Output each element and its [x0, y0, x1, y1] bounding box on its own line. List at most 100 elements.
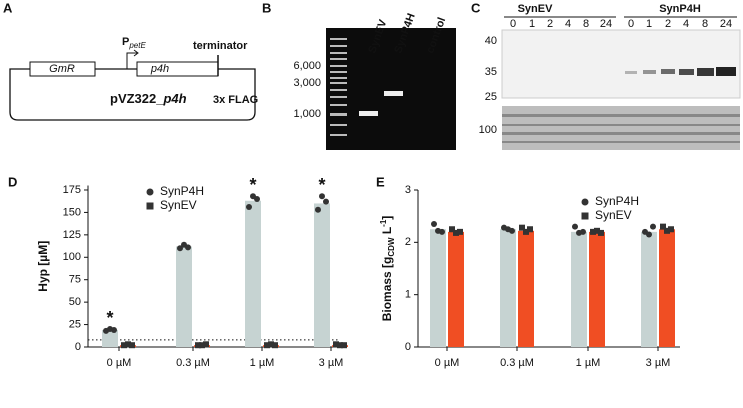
blot	[501, 29, 741, 99]
data-point	[177, 245, 183, 252]
bar	[571, 231, 587, 347]
data-point	[519, 224, 525, 231]
y-tick-label: 125	[63, 229, 81, 241]
data-point	[333, 341, 339, 348]
y-tick-label: 50	[69, 296, 81, 308]
data-point	[195, 342, 201, 349]
data-point	[439, 228, 445, 235]
plasmid-base: pVZ322_	[110, 91, 164, 106]
time-label: 1	[646, 18, 652, 30]
mw-label: 35	[485, 66, 497, 78]
data-point	[527, 226, 533, 233]
annotation: *	[249, 175, 256, 195]
legend-marker	[581, 198, 589, 206]
ladder-label: 1,000	[293, 108, 321, 120]
mw-label: 100	[479, 124, 497, 136]
data-point	[457, 228, 463, 235]
panel-label: A	[3, 0, 13, 15]
tag: 3x FLAG	[213, 94, 258, 106]
loading-bands	[502, 114, 740, 143]
promoter-arrow	[126, 52, 137, 69]
x-tick-label: 3 µM	[319, 357, 344, 369]
time-label: 1	[529, 18, 535, 30]
legend-marker	[581, 212, 589, 220]
gel	[326, 28, 456, 150]
bar	[245, 200, 261, 347]
data-point	[129, 342, 135, 349]
time-label: 2	[547, 18, 553, 30]
x-tick-label: 1 µM	[576, 357, 601, 369]
data-point	[660, 223, 666, 230]
data-point	[264, 342, 270, 349]
mw-label: 40	[485, 35, 497, 47]
data-point	[254, 195, 260, 202]
gene-box	[29, 61, 96, 77]
plasmid-gene: p4h	[162, 91, 186, 106]
bar	[430, 229, 446, 347]
annotation: *	[318, 175, 325, 195]
data-point	[323, 198, 329, 205]
data-point	[598, 229, 604, 236]
data-point	[341, 342, 347, 349]
data-point	[125, 341, 131, 348]
plasmid-name: pVZ322_p4h	[110, 91, 187, 106]
data-point	[453, 229, 459, 236]
data-point	[523, 228, 529, 235]
y-tick-label: 100	[63, 251, 81, 263]
y-tick-label: 25	[69, 318, 81, 330]
y-tick-label: 3	[405, 184, 411, 196]
y-tick-label: 0	[405, 341, 411, 353]
group-label: SynEV	[518, 3, 554, 15]
bar	[102, 329, 118, 347]
bar	[176, 246, 192, 347]
data-point	[199, 342, 205, 349]
gene: p4h	[150, 63, 169, 75]
bar	[448, 231, 464, 347]
x-tick-label: 0 µM	[435, 357, 460, 369]
annotation: *	[106, 308, 113, 328]
panel-label: B	[262, 0, 271, 15]
y-label-part: ]	[380, 216, 394, 220]
y-axis-label: Biomass [gCDW L-1]	[379, 216, 396, 322]
data-point	[431, 221, 437, 228]
x-tick-label: 0.3 µM	[176, 357, 210, 369]
loading-control	[502, 106, 740, 150]
y-label-part: L	[380, 227, 394, 238]
bar	[589, 231, 605, 347]
data-point	[668, 226, 674, 233]
data-point	[590, 228, 596, 235]
mw-label: 25	[485, 91, 497, 103]
ladder-label: 6,000	[293, 60, 321, 72]
legend-marker	[146, 188, 154, 196]
data-point	[268, 341, 274, 348]
x-tick-label: 3 µM	[646, 357, 671, 369]
data-point	[509, 227, 515, 234]
data-point	[203, 341, 209, 348]
data-point	[646, 231, 652, 238]
panel-label: C	[471, 0, 481, 15]
bar	[314, 203, 330, 347]
terminator: terminator	[193, 40, 248, 52]
y-tick-label: 150	[63, 206, 81, 218]
data-point	[594, 227, 600, 234]
data-point	[449, 226, 455, 233]
data-point	[319, 193, 325, 200]
data-point	[572, 223, 578, 230]
data-point	[111, 326, 117, 333]
plasmid	[9, 68, 256, 121]
time-label: 4	[565, 18, 571, 30]
y-label-part: CDW	[387, 237, 396, 257]
time-label: 0	[510, 18, 516, 30]
time-label: 24	[720, 18, 732, 30]
data-point	[664, 227, 670, 234]
x-tick-label: 0.3 µM	[500, 357, 534, 369]
legend-marker	[146, 202, 154, 210]
y-label-part: Biomass [g	[380, 257, 394, 322]
y-tick-label: 0	[75, 341, 81, 353]
data-point	[246, 204, 252, 211]
promoter-p: P	[122, 36, 129, 48]
bar	[500, 229, 516, 347]
data-point	[185, 244, 191, 251]
data-point	[121, 342, 127, 349]
